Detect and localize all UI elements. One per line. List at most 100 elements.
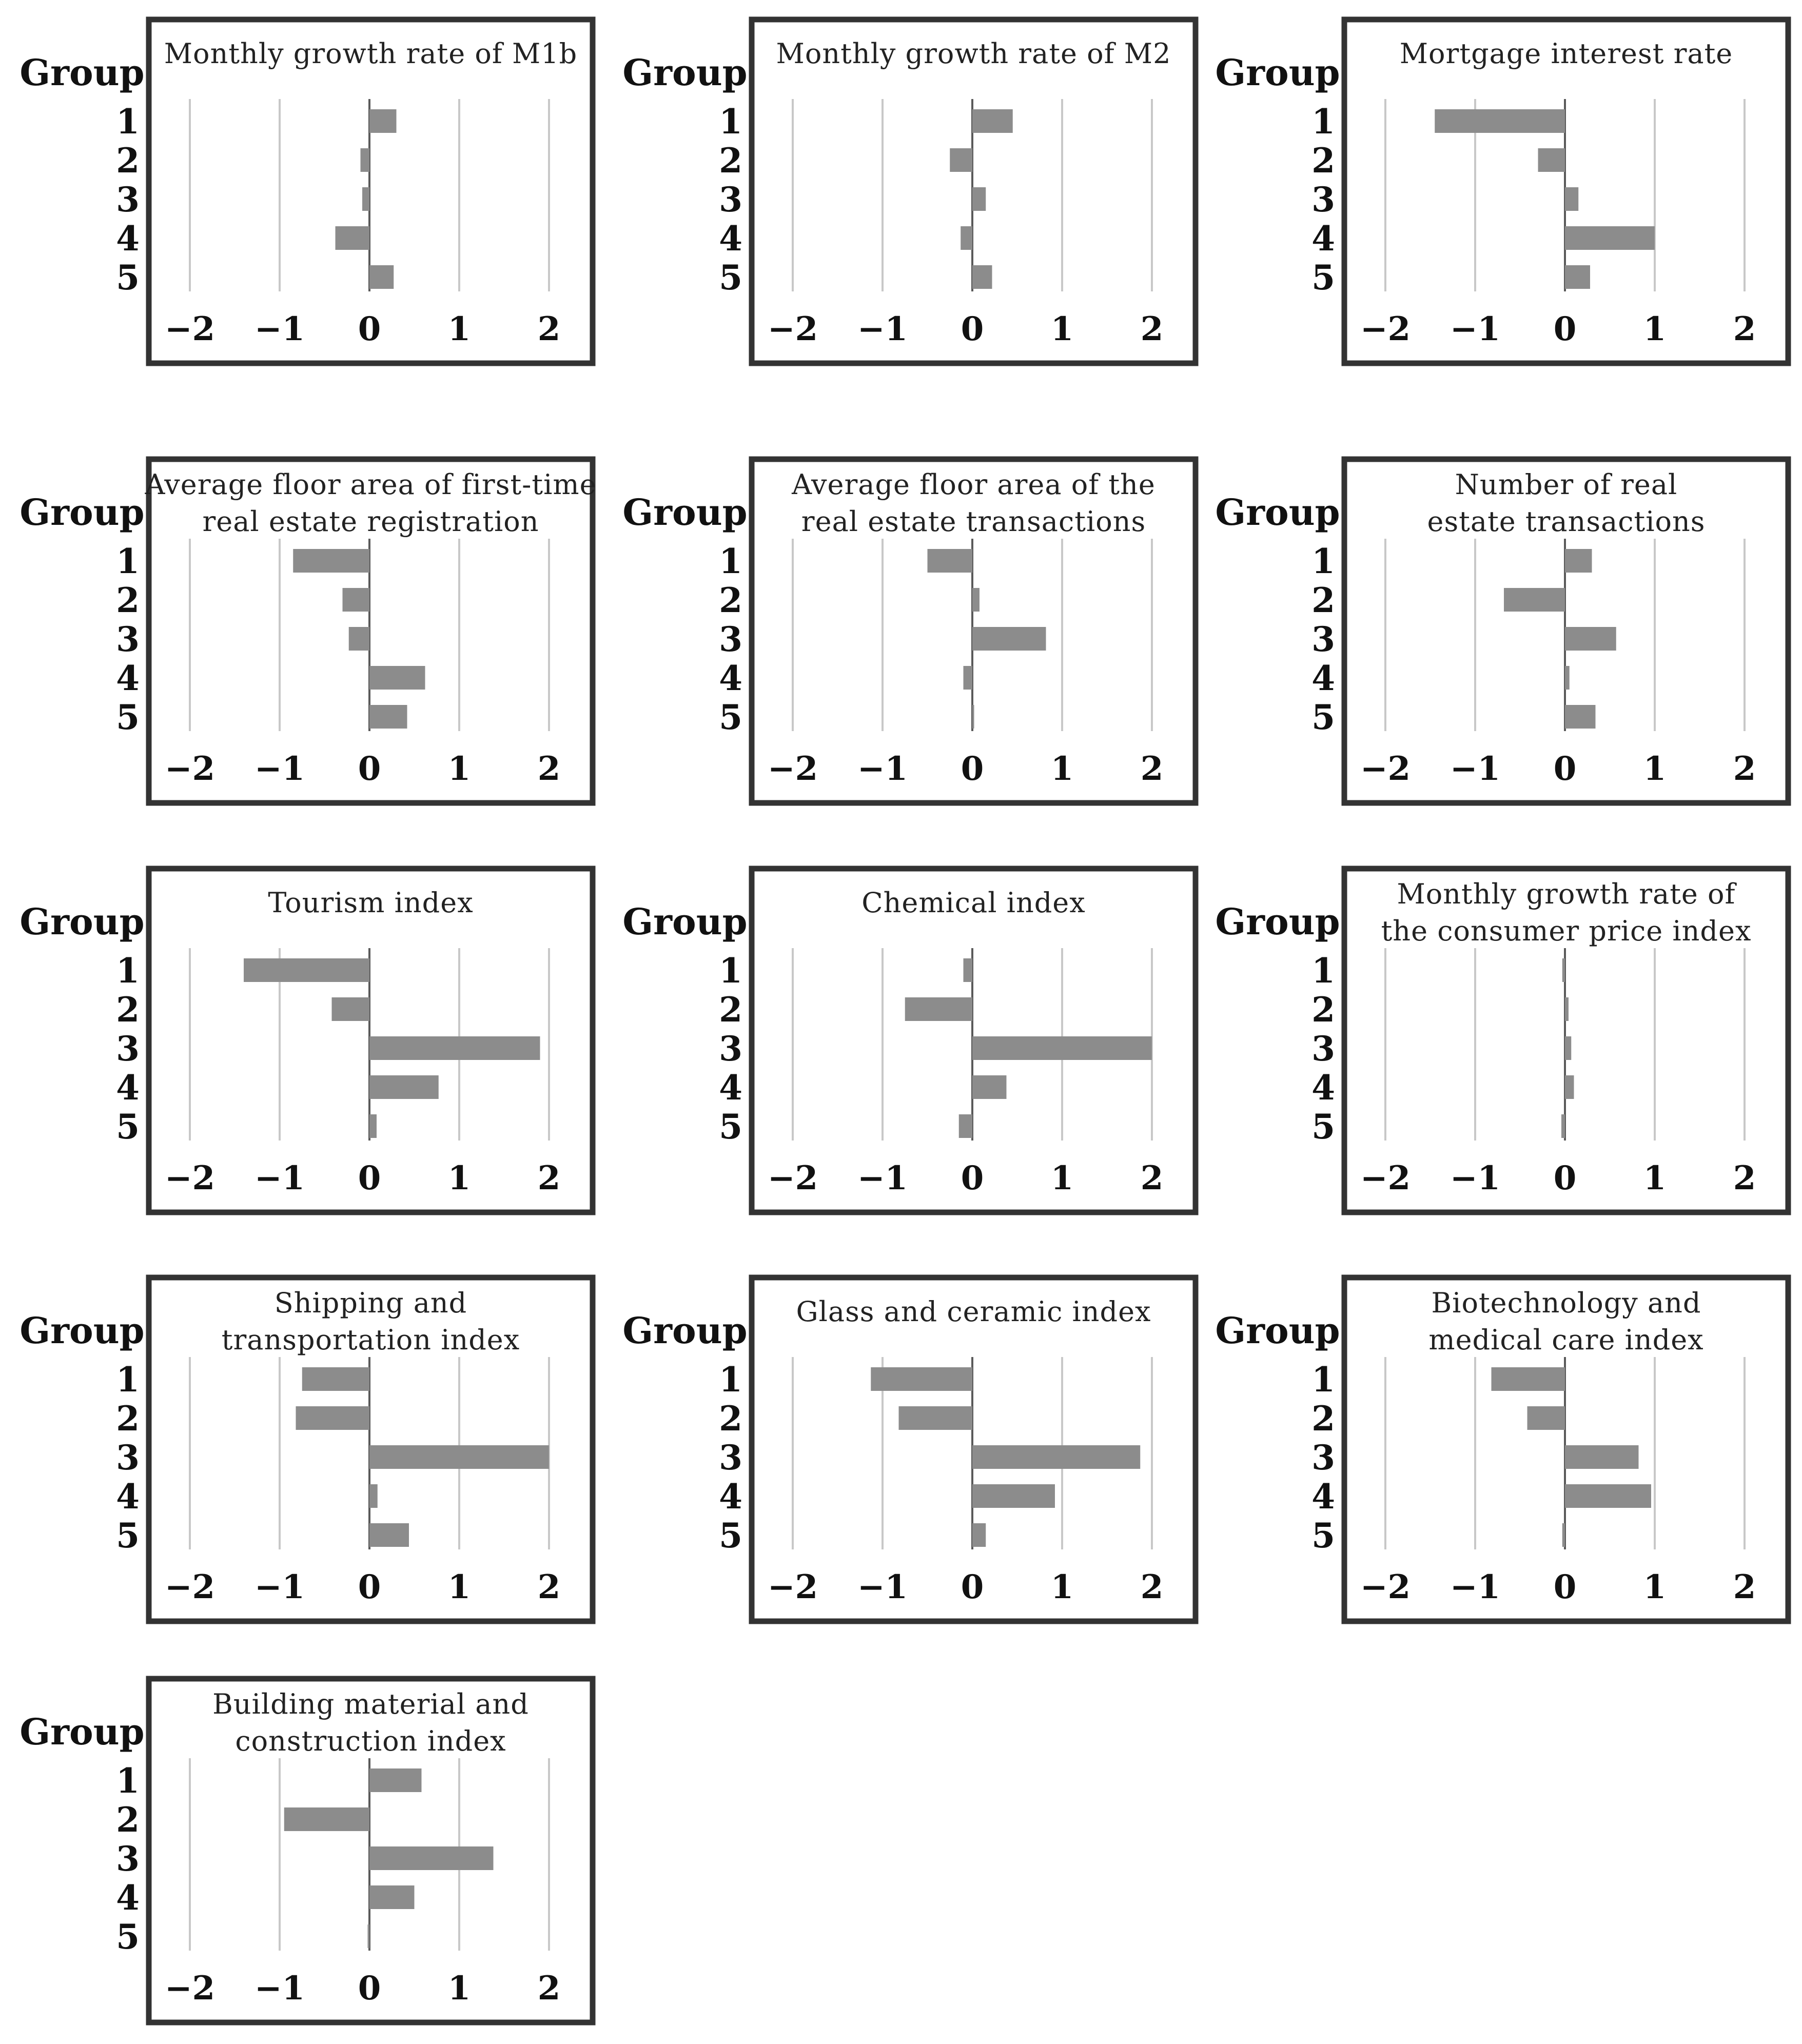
x-tick-label: 2 (538, 310, 561, 348)
bar-group-3 (1565, 1445, 1639, 1469)
x-tick-label: 1 (1643, 1568, 1667, 1606)
category-label: 5 (116, 258, 140, 298)
bar-group-2 (1527, 1406, 1565, 1430)
x-tick-label: 0 (961, 310, 984, 348)
x-tick-label: −1 (857, 1159, 908, 1197)
x-tick-label: 0 (1554, 310, 1577, 348)
bar-group-2 (342, 588, 369, 612)
x-tick-label: 2 (1733, 310, 1756, 348)
category-label: 1 (1311, 541, 1335, 581)
x-tick-label: 1 (1643, 750, 1667, 788)
category-label: 3 (719, 619, 742, 659)
bar-group-1 (369, 1768, 422, 1792)
category-label: 5 (1311, 1516, 1335, 1556)
x-tick-label: −1 (254, 1568, 305, 1606)
bar-group-5 (958, 1114, 972, 1138)
bar-group-1 (302, 1367, 369, 1391)
x-tick-label: 1 (1051, 310, 1074, 348)
chart-panel: Biotechnology and medical care index Group… (1215, 1274, 1791, 1624)
chart-title: Average floor area of the real estate tra… (791, 468, 1155, 538)
category-label: 5 (719, 1107, 742, 1147)
bar-group-4 (1565, 1075, 1574, 1099)
category-label: 5 (1311, 697, 1335, 737)
x-tick-label: −1 (1450, 750, 1500, 788)
x-tick-label: 0 (1554, 1568, 1577, 1606)
x-tick-label: 2 (538, 1568, 561, 1606)
bar-group-1 (972, 109, 1013, 133)
x-tick-label: 2 (538, 1969, 561, 2008)
x-tick-label: 1 (448, 750, 471, 788)
category-label: 3 (116, 180, 140, 220)
category-label: 3 (719, 180, 742, 220)
category-label: 1 (719, 541, 742, 581)
category-label: 2 (1311, 990, 1335, 1030)
y-axis-label: Group (622, 51, 747, 94)
category-label: 4 (116, 1068, 140, 1108)
category-label: 3 (1311, 619, 1335, 659)
category-label: 4 (719, 1477, 742, 1517)
category-label: 3 (719, 1438, 742, 1478)
y-axis-label: Group (622, 1309, 747, 1352)
category-label: 3 (116, 619, 140, 659)
category-label: 2 (1311, 141, 1335, 181)
bar-group-4 (369, 1484, 378, 1508)
bar-group-4 (369, 1075, 439, 1099)
bar-group-1 (1435, 109, 1565, 133)
x-tick-label: −2 (165, 750, 215, 788)
bar-group-3 (972, 627, 1046, 651)
y-axis-label: Group (622, 900, 747, 943)
x-tick-label: 0 (961, 1159, 984, 1197)
chart-title: Monthly growth rate of the consumer price… (1381, 878, 1752, 947)
category-label: 4 (1311, 1477, 1335, 1517)
category-label: 1 (1311, 951, 1335, 991)
x-tick-label: 1 (1051, 1568, 1074, 1606)
x-tick-label: −1 (857, 310, 908, 348)
bar-group-4 (335, 226, 369, 250)
category-label: 4 (1311, 219, 1335, 259)
chart-panel: Monthly growth rate of the consumer price… (1215, 866, 1791, 1215)
x-tick-label: −2 (165, 1969, 215, 2008)
chart-panel: Average floor area of the real estate tra… (622, 456, 1199, 806)
x-tick-label: 2 (1141, 310, 1164, 348)
y-axis-label: Group (19, 51, 144, 94)
x-tick-label: 0 (961, 750, 984, 788)
bar-group-4 (369, 666, 425, 690)
category-label: 1 (116, 1360, 140, 1400)
category-label: 2 (116, 1399, 140, 1439)
category-label: 1 (116, 1761, 140, 1801)
bar-group-4 (961, 226, 972, 250)
y-axis-label: Group (19, 900, 144, 943)
chart-panel: Shipping and transportation indexGroup123… (19, 1274, 596, 1624)
panel-frame (146, 16, 596, 366)
bar-group-5 (1561, 1114, 1565, 1138)
bar-group-3 (369, 1445, 549, 1469)
bar-group-4 (963, 666, 972, 690)
x-tick-label: −2 (1360, 1159, 1411, 1197)
bar-group-3 (1565, 627, 1616, 651)
category-label: 1 (719, 951, 742, 991)
y-axis-label: Group (1215, 1309, 1340, 1352)
bar-group-2 (1538, 148, 1565, 172)
x-tick-label: 1 (448, 1969, 471, 2008)
category-label: 3 (1311, 1438, 1335, 1478)
x-tick-label: −1 (254, 310, 305, 348)
bar-group-2 (898, 1406, 972, 1430)
category-label: 4 (1311, 1068, 1335, 1108)
bar-group-3 (369, 1846, 494, 1870)
bar-group-5 (369, 265, 394, 289)
bar-group-5 (1565, 705, 1596, 729)
chart-title: Tourism index (268, 887, 473, 919)
x-tick-label: 2 (1733, 1568, 1756, 1606)
x-tick-label: −2 (768, 310, 818, 348)
chart-title: Number of real estate transactions (1427, 468, 1706, 538)
chart-title: Biotechnology and medical care index (1428, 1287, 1703, 1356)
y-axis-label: Group (19, 491, 144, 534)
category-label: 4 (116, 1477, 140, 1517)
category-label: 2 (116, 990, 140, 1030)
x-tick-label: −1 (857, 750, 908, 788)
chart-title: Glass and ceramic index (796, 1295, 1151, 1328)
category-label: 3 (116, 1839, 140, 1879)
category-label: 1 (1311, 102, 1335, 142)
